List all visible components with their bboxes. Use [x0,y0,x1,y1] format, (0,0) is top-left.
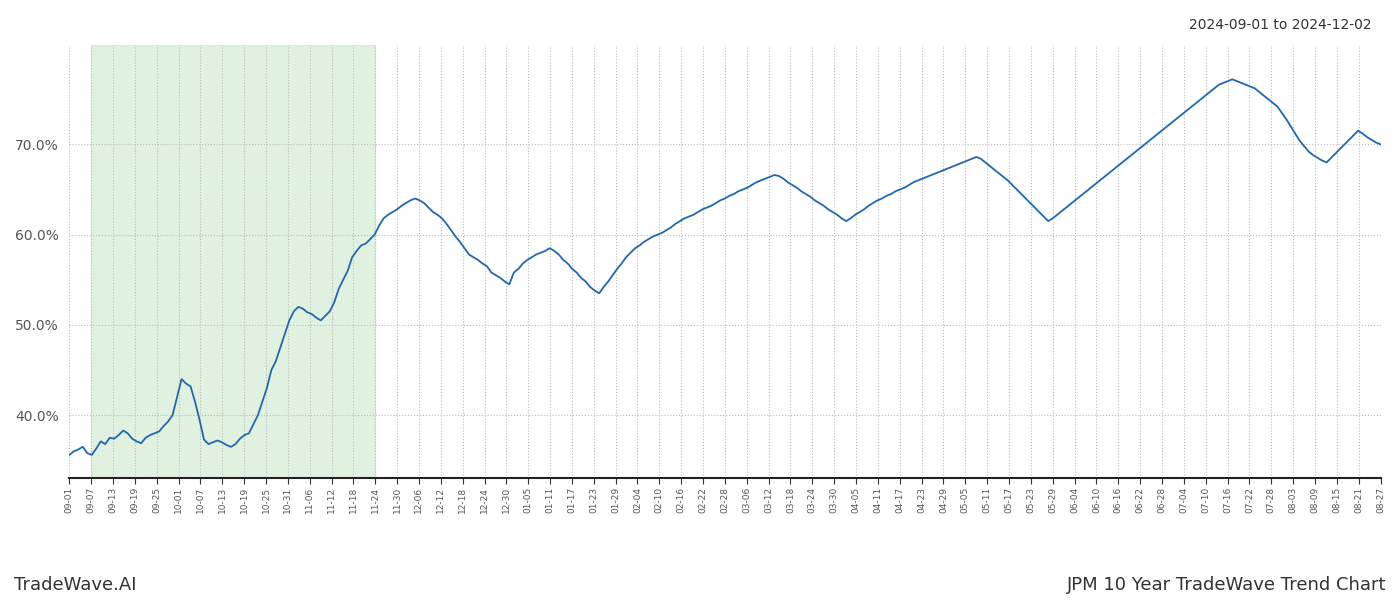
Text: TradeWave.AI: TradeWave.AI [14,576,137,594]
Text: JPM 10 Year TradeWave Trend Chart: JPM 10 Year TradeWave Trend Chart [1067,576,1386,594]
Bar [91,45,375,478]
Text: 2024-09-01 to 2024-12-02: 2024-09-01 to 2024-12-02 [1190,18,1372,32]
